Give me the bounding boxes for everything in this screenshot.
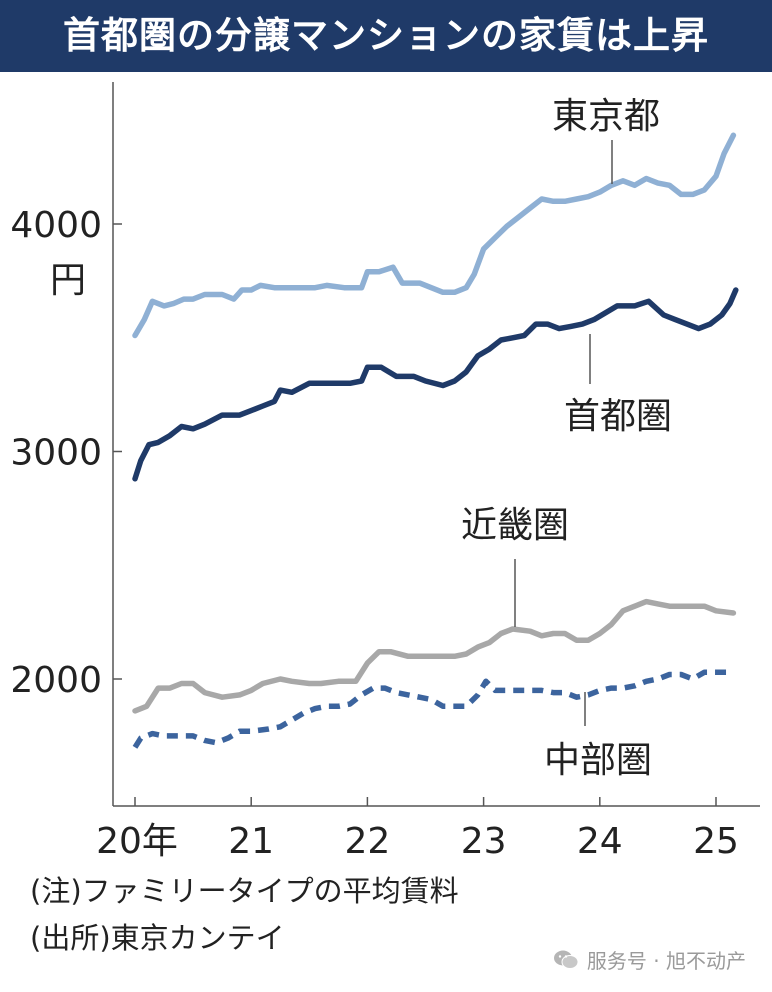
- watermark-text: 服务号 · 旭不动产: [586, 949, 746, 973]
- y-tick-label: 4000: [10, 205, 102, 246]
- annotation-label-中部圏: 中部圏: [544, 740, 652, 781]
- series-line-首都圏: [132, 287, 739, 482]
- series-line-東京都: [132, 132, 737, 339]
- annotation-label-首都圏: 首都圏: [564, 396, 672, 437]
- wechat-icon: [553, 950, 579, 969]
- x-tick-label: 21: [228, 821, 274, 862]
- series-line-近畿圏: [132, 598, 737, 714]
- x-tick-label: 22: [344, 821, 390, 862]
- y-tick-label: 3000: [10, 433, 102, 474]
- y-tick-label: 2000: [10, 660, 102, 701]
- annotation-label-東京都: 東京都: [552, 96, 660, 137]
- x-tick-label: 24: [577, 821, 623, 862]
- y-axis-unit-label: 円: [50, 260, 86, 301]
- watermark: 服务号 · 旭不动产: [553, 945, 746, 974]
- chart-title: 首都圏の分譲マンションの家賃は上昇: [0, 0, 772, 72]
- x-tick-label: 23: [461, 821, 507, 862]
- x-tick-label: 25: [693, 821, 739, 862]
- note-data-definition: (注)ファミリータイプの平均賃料: [30, 874, 459, 908]
- x-tick-label: 20年: [96, 821, 178, 862]
- note-source: (出所)東京カンテイ: [30, 921, 285, 955]
- annotation-label-近畿圏: 近畿圏: [461, 505, 569, 546]
- series-line-中部圏: [132, 669, 734, 749]
